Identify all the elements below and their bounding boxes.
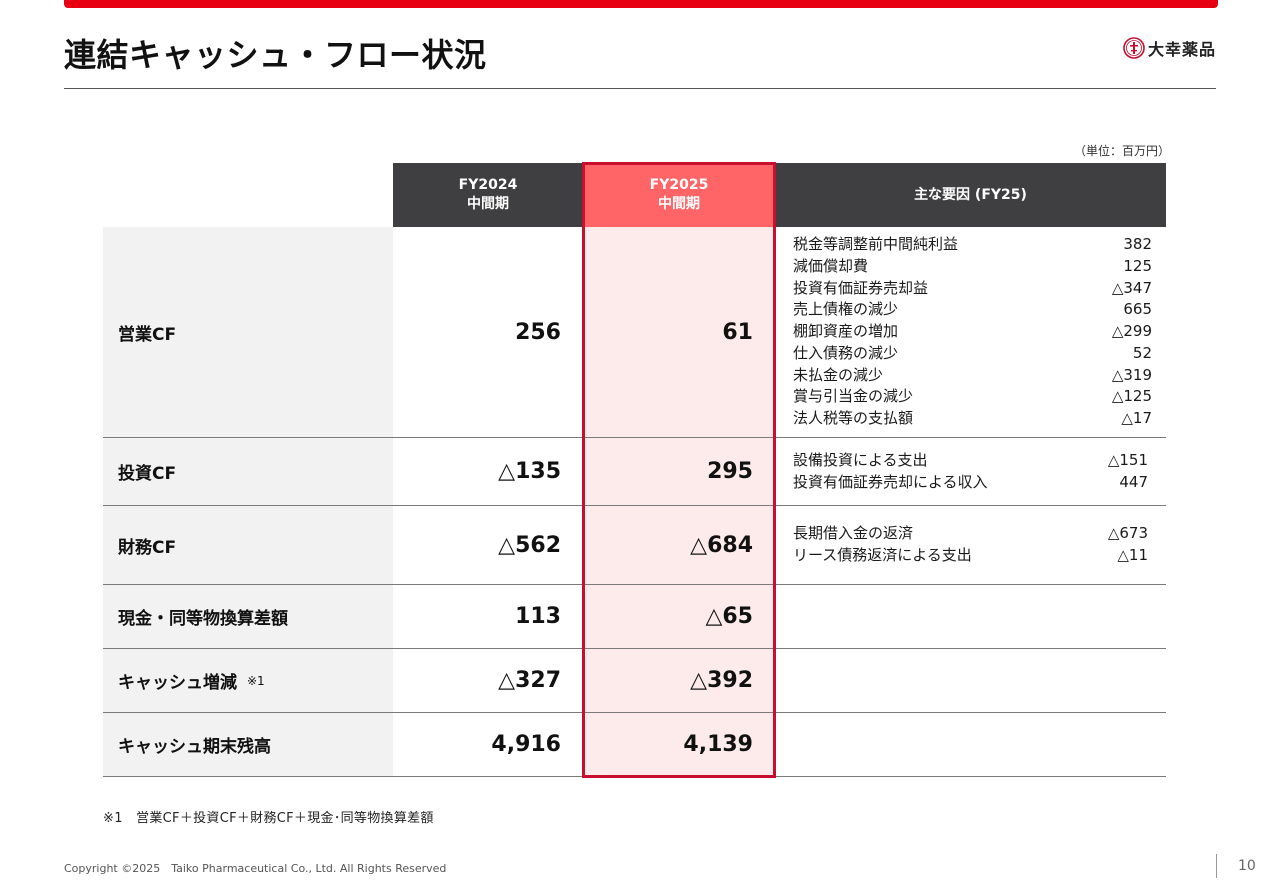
value-fy2025: △65 (583, 585, 775, 648)
factor-value: 447 (1119, 472, 1148, 491)
row-label: キャッシュ期末残高 (103, 713, 393, 776)
factor-list: 設備投資による支出 △151 投資有価証券売却による収入 447 (793, 438, 1148, 505)
table-row-operating-cf: 営業CF 256 61 税金等調整前中間純利益 382 減価償却費 125 投資有価… (103, 227, 1166, 438)
header-fy2025-period: 中間期 (658, 196, 700, 212)
factor-item: リース債務返済による支出 △11 (793, 545, 1148, 567)
factor-name: 賞与引当金の減少 (793, 387, 914, 406)
factor-list: 長期借入金の返済 △673 リース債務返済による支出 △11 (793, 506, 1148, 584)
value-fy2024: 113 (515, 604, 561, 629)
header-fy2024-year: FY2024 (458, 177, 518, 193)
footnote: ※1 営業CF＋投資CF＋財務CF＋現金･同等物換算差額 (103, 811, 434, 826)
title-divider (64, 88, 1216, 89)
factor-name: 設備投資による支出 (793, 450, 928, 469)
factor-name: リース債務返済による支出 (793, 546, 972, 564)
header-fy2024-period: 中間期 (467, 196, 509, 212)
factor-list: 税金等調整前中間純利益 382 減価償却費 125 投資有価証券売却益 △347 売上… (793, 227, 1152, 437)
factor-name: 仕入債務の減少 (793, 343, 899, 362)
copyright: Copyright ©2025 Taiko Pharmaceutical Co.… (64, 862, 447, 875)
factor-value: 52 (1132, 343, 1152, 362)
top-accent-bar (64, 0, 1218, 8)
factor-value: △125 (1111, 387, 1152, 406)
factor-name: 減価償却費 (793, 257, 869, 276)
factor-item: 長期借入金の返済 △673 (793, 523, 1148, 545)
table-row-fx-difference: 現金・同等物換算差額 113 △65 (103, 585, 1166, 649)
header-fy2025: FY2025 中間期 (583, 163, 775, 227)
value-fy2024: △135 (498, 459, 561, 484)
table-row-financing-cf: 財務CF △562 △684 長期借入金の返済 △673 リース債務返済による支出… (103, 506, 1166, 585)
factor-value: △17 (1121, 408, 1152, 427)
company-seal-icon (1123, 37, 1145, 59)
value-fy2024: △327 (498, 668, 561, 693)
factor-value: △299 (1111, 322, 1152, 341)
factor-value: △673 (1107, 524, 1148, 543)
factor-item: 売上債権の減少 665 (793, 299, 1152, 321)
row-label: 財務CF (103, 506, 393, 584)
value-fy2024: 256 (515, 319, 561, 345)
row-label: キャッシュ増減 ※1 (103, 649, 393, 712)
factor-name: 投資有価証券売却益 (793, 278, 929, 297)
factor-item: 投資有価証券売却益 △347 (793, 278, 1152, 300)
factor-name: 売上債権の減少 (793, 300, 899, 319)
factor-value: 382 (1123, 235, 1152, 254)
factor-item: 法人税等の支払額 △17 (793, 408, 1152, 430)
value-fy2025: 4,139 (583, 713, 775, 776)
factor-name: 投資有価証券売却による収入 (793, 472, 988, 491)
footnote-marker: ※1 (247, 673, 265, 688)
factor-name: 税金等調整前中間純利益 (793, 235, 959, 254)
factor-value: 665 (1123, 300, 1152, 319)
factor-value: △319 (1111, 365, 1152, 384)
factor-item: 設備投資による支出 △151 (793, 450, 1148, 472)
factor-value: 125 (1123, 257, 1152, 276)
table-row-ending-balance: キャッシュ期末残高 4,916 4,139 (103, 713, 1166, 777)
factor-item: 税金等調整前中間純利益 382 (793, 234, 1152, 256)
factor-value: △347 (1111, 278, 1152, 297)
page-title: 連結キャッシュ・フロー状況 (64, 36, 487, 74)
value-fy2025: 295 (583, 438, 775, 505)
value-fy2025: △684 (583, 506, 775, 584)
row-label: 投資CF (103, 438, 393, 505)
header-fy2024: FY2024 中間期 (393, 163, 583, 227)
factor-item: 仕入債務の減少 52 (793, 343, 1152, 365)
row-label-text: キャッシュ増減 (118, 673, 237, 693)
factor-name: 法人税等の支払額 (793, 408, 914, 427)
table-row-cash-change: キャッシュ増減 ※1 △327 △392 (103, 649, 1166, 713)
value-fy2025: 61 (583, 227, 775, 437)
value-fy2024: 4,916 (491, 732, 561, 757)
unit-label: （単位：百万円） (1074, 144, 1171, 158)
page-number-divider (1216, 854, 1217, 878)
row-label: 営業CF (103, 227, 393, 437)
factor-item: 投資有価証券売却による収入 447 (793, 472, 1148, 494)
company-logo: 大幸薬品 (1123, 36, 1216, 60)
factor-item: 未払金の減少 △319 (793, 365, 1152, 387)
value-fy2024: △562 (498, 532, 561, 558)
value-fy2025: △392 (583, 649, 775, 712)
factor-item: 棚卸資産の増加 △299 (793, 321, 1152, 343)
factor-name: 未払金の減少 (793, 365, 884, 384)
factor-name: 棚卸資産の増加 (793, 322, 899, 341)
company-name: 大幸薬品 (1147, 40, 1216, 59)
table-row-investing-cf: 投資CF △135 295 設備投資による支出 △151 投資有価証券売却による収… (103, 438, 1166, 506)
row-label: 現金・同等物換算差額 (103, 585, 393, 648)
factor-item: 減価償却費 125 (793, 256, 1152, 278)
page-number: 10 (1238, 858, 1256, 874)
factor-value: △11 (1117, 546, 1148, 564)
header-fy2025-year: FY2025 (649, 177, 709, 193)
factor-value: △151 (1107, 450, 1148, 469)
factor-name: 長期借入金の返済 (793, 524, 914, 543)
factor-item: 賞与引当金の減少 △125 (793, 386, 1152, 408)
header-main-factors: 主な要因 (FY25) (775, 163, 1166, 227)
